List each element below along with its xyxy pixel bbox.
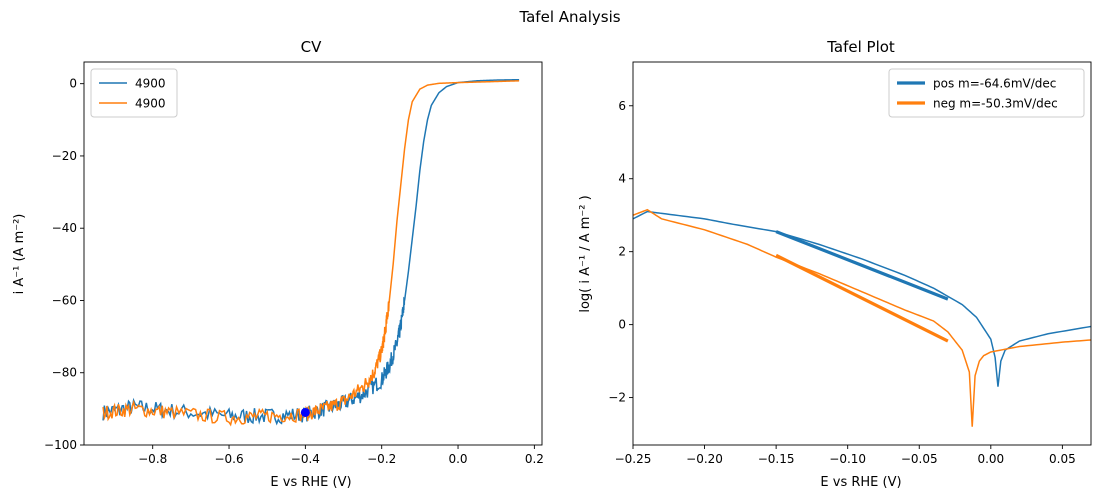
x-tick-label: 0.0 — [448, 452, 467, 466]
plot-area — [633, 208, 1091, 427]
x-tick-label: −0.8 — [138, 452, 167, 466]
tafel-title: Tafel Plot — [826, 38, 895, 56]
legend-label: 4900 — [135, 97, 166, 111]
x-tick-label: −0.2 — [367, 452, 396, 466]
y-tick-label: 6 — [618, 99, 626, 113]
x-tick-label: 0.00 — [977, 452, 1004, 466]
series-line-2 — [102, 80, 520, 427]
legend-box — [90, 68, 178, 118]
x-tick-label: −0.25 — [615, 452, 652, 466]
axes-frame — [632, 61, 1092, 446]
x-tick-label: 0.2 — [525, 452, 544, 466]
y-tick-label: −40 — [52, 221, 77, 235]
y-tick-label: −20 — [52, 149, 77, 163]
cv-ylabel: i A⁻¹ (A m⁻²) — [12, 214, 27, 295]
legend-label: pos m=-64.6mV/dec — [933, 77, 1056, 91]
legend: 4900 4900 — [90, 68, 178, 118]
x-tick-label: −0.05 — [901, 452, 938, 466]
tafel-axes: Tafel Plot E vs RHE (V) log( i A⁻¹ / A m… — [578, 38, 1092, 490]
legend-label: neg m=-50.3mV/dec — [933, 97, 1058, 111]
y-tick-label: −2 — [608, 391, 626, 405]
x-tick-label: −0.6 — [214, 452, 243, 466]
cv-title: CV — [301, 38, 322, 56]
y-tick-label: −100 — [44, 438, 77, 452]
suptitle: Tafel Analysis — [518, 8, 620, 26]
tafel-ylabel: log( i A⁻¹ / A m⁻² ) — [578, 195, 593, 312]
x-tick-label: −0.4 — [291, 452, 320, 466]
y-tick-label: −60 — [52, 293, 77, 307]
cv-marker-point — [300, 407, 310, 417]
series-line-2 — [633, 208, 1091, 427]
legend-label: 4900 — [135, 77, 166, 91]
y-tick-label: 0 — [69, 77, 77, 91]
tafel-fit-line-2 — [775, 253, 949, 343]
tafel-xlabel: E vs RHE (V) — [820, 475, 901, 490]
cv-axes: CV E vs RHE (V) i A⁻¹ (A m⁻²) −0.8 −0.6 −0… — [12, 38, 544, 490]
series-line-1 — [633, 210, 1091, 387]
series-line-1 — [102, 78, 520, 426]
y-tick-label: −80 — [52, 366, 77, 380]
y-tick-label: 2 — [618, 245, 626, 259]
x-tick-label: −0.15 — [758, 452, 795, 466]
y-tick-label: 4 — [618, 172, 626, 186]
y-tick-label: 0 — [618, 318, 626, 332]
legend: pos m=-64.6mV/dec neg m=-50.3mV/dec — [888, 68, 1085, 118]
x-tick-label: −0.20 — [686, 452, 723, 466]
plot-area — [102, 78, 520, 427]
axes-frame — [83, 61, 543, 446]
cv-xlabel: E vs RHE (V) — [270, 475, 351, 490]
x-tick-label: −0.10 — [829, 452, 866, 466]
tafel-fit-line-1 — [775, 230, 949, 301]
legend-box — [888, 68, 1085, 118]
x-tick-label: 0.05 — [1049, 452, 1076, 466]
